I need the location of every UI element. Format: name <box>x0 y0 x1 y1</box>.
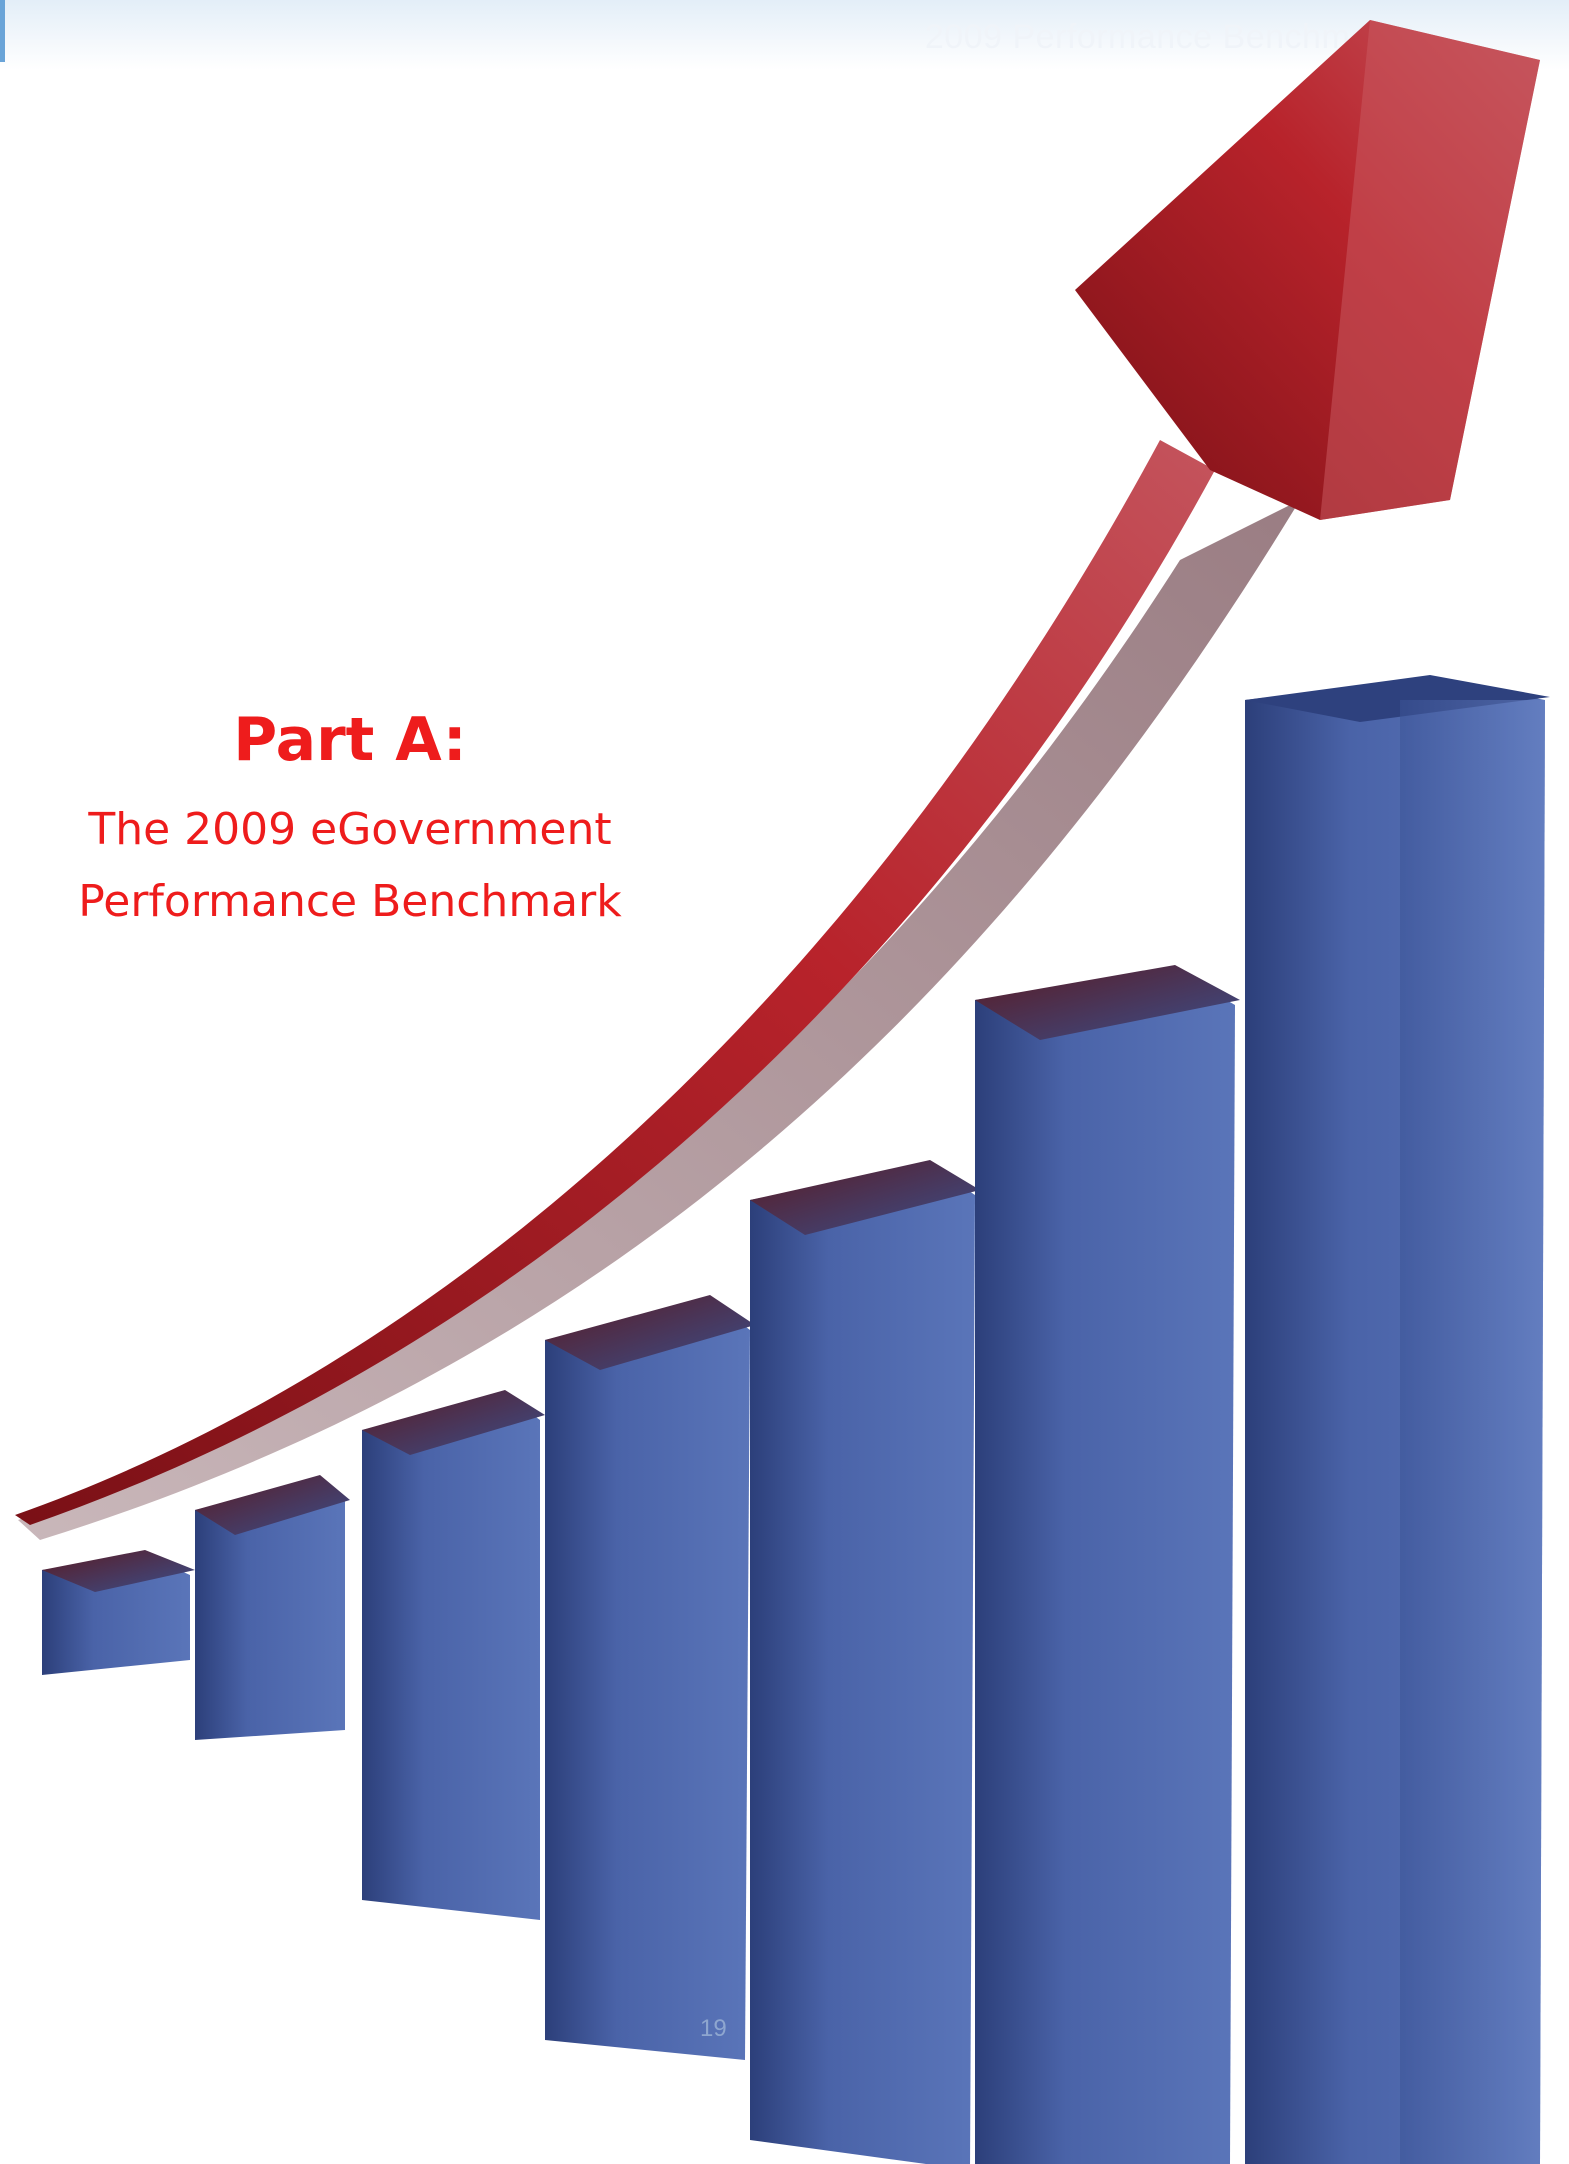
running-header-title: 2009 Performance Benchmark <box>924 18 1399 56</box>
arrow-shadow-ribbon <box>18 500 1300 1540</box>
bar-1 <box>42 1550 195 1675</box>
bar-4 <box>545 1295 755 2060</box>
part-title: Part A: <box>233 705 467 775</box>
part-subtitle-line-2: Performance Benchmark <box>78 876 622 927</box>
part-subtitle-line-1: The 2009 eGovernment <box>88 804 612 855</box>
bar-6 <box>975 965 1240 2164</box>
bar-5 <box>750 1160 980 2164</box>
bar-3 <box>362 1390 545 1920</box>
header-accent-bar <box>0 0 5 62</box>
header-band <box>0 0 1569 70</box>
part-title-block: Part A: The 2009 eGovernment Performance… <box>30 700 670 938</box>
bar-7 <box>1245 675 1550 2164</box>
bar-2 <box>195 1475 350 1740</box>
arrow-head-highlight <box>1320 20 1540 520</box>
page-number: 19 <box>700 2015 727 2042</box>
